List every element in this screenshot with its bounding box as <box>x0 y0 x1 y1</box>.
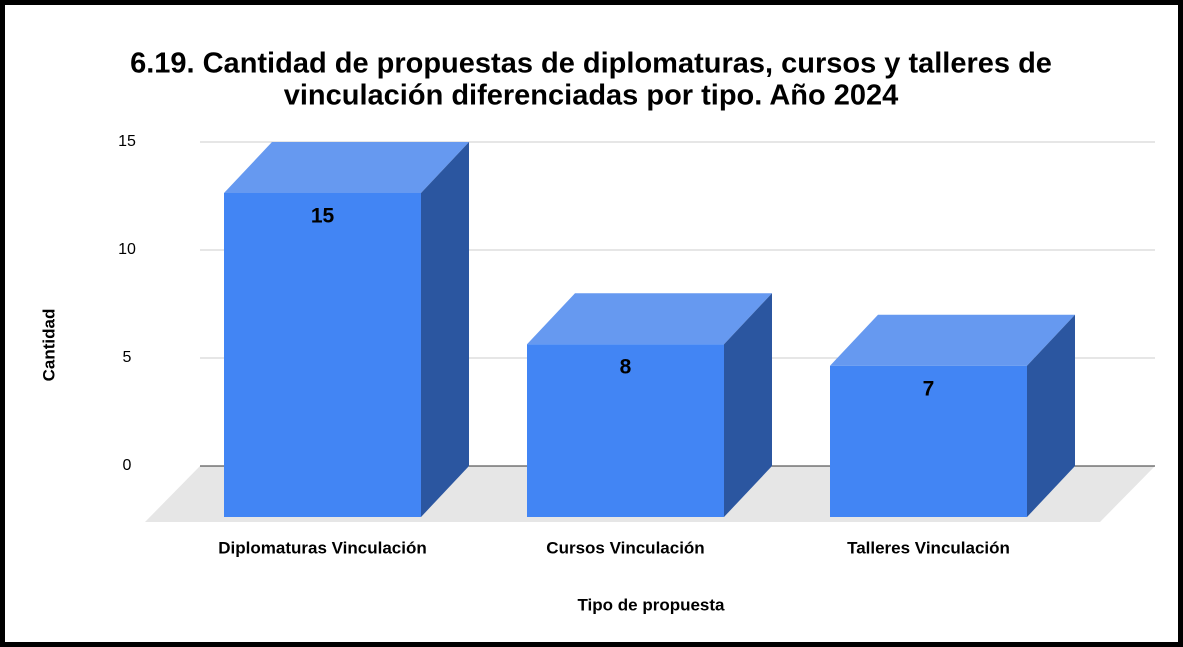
bar-front <box>830 365 1027 517</box>
bar-side <box>724 293 772 517</box>
x-axis-title: Tipo de propuesta <box>577 595 725 614</box>
bar-top <box>224 142 469 193</box>
data-label: 8 <box>620 356 632 379</box>
x-tick-label: Cursos Vinculación <box>546 538 704 557</box>
y-tick-label: 15 <box>118 133 136 150</box>
y-tick-label: 0 <box>123 457 132 474</box>
x-tick-label: Diplomaturas Vinculación <box>218 538 426 557</box>
data-label: 7 <box>923 377 935 400</box>
y-axis-title: Cantidad <box>39 309 58 382</box>
bar-front <box>224 193 421 517</box>
x-tick-label: Talleres Vinculación <box>847 538 1010 557</box>
bar-front <box>527 344 724 517</box>
y-tick-label: 10 <box>118 241 136 258</box>
bar-side <box>1027 314 1075 517</box>
bar-top <box>830 314 1075 366</box>
data-label: 15 <box>311 205 335 228</box>
bar <box>830 314 1075 517</box>
bar-side <box>421 142 469 517</box>
bar-top <box>527 293 772 345</box>
y-tick-label: 5 <box>123 349 132 366</box>
bar <box>224 142 469 517</box>
chart-title: 6.19. Cantidad de propuestas de diplomat… <box>130 48 1052 80</box>
bar <box>527 293 772 517</box>
chart-title: vinculación diferenciadas por tipo. Año … <box>284 80 899 112</box>
